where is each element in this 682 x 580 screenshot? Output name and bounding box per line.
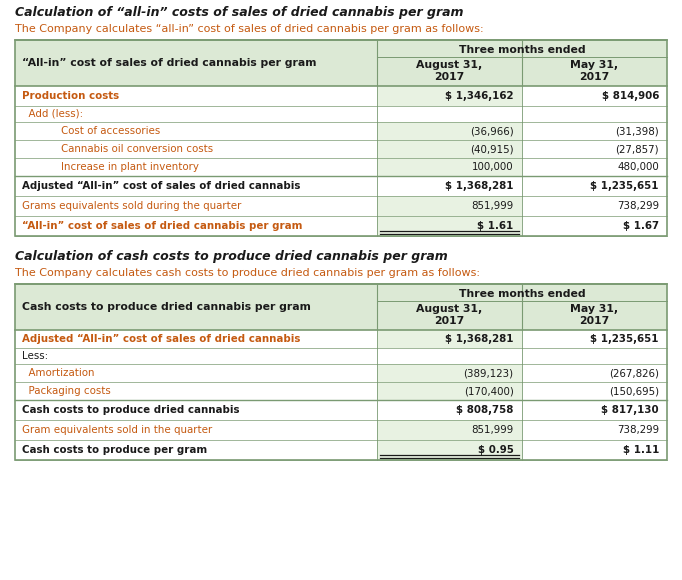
Text: (40,915): (40,915) — [470, 144, 514, 154]
Text: $ 808,758: $ 808,758 — [456, 405, 514, 415]
Bar — [15, 158, 667, 176]
Bar — [15, 284, 667, 460]
Bar — [377, 382, 522, 400]
Text: $ 1,346,162: $ 1,346,162 — [445, 91, 514, 101]
Text: (389,123): (389,123) — [464, 368, 514, 378]
Bar — [377, 216, 522, 236]
Bar — [15, 140, 667, 158]
Bar — [377, 196, 522, 216]
Bar — [15, 364, 667, 382]
Bar — [15, 176, 667, 196]
Bar — [377, 122, 522, 140]
Text: $ 1.61: $ 1.61 — [477, 221, 514, 231]
Text: The Company calculates “all-in” cost of sales of dried cannabis per gram as foll: The Company calculates “all-in” cost of … — [15, 24, 484, 34]
Text: “All-in” cost of sales of dried cannabis per gram: “All-in” cost of sales of dried cannabis… — [22, 58, 316, 68]
Text: $ 1,368,281: $ 1,368,281 — [445, 334, 514, 344]
Bar — [15, 348, 667, 364]
Bar — [15, 330, 667, 348]
Text: Calculation of “all-in” costs of sales of dried cannabis per gram: Calculation of “all-in” costs of sales o… — [15, 6, 464, 19]
Bar — [377, 158, 522, 176]
Bar — [377, 330, 522, 348]
Text: $ 1,235,651: $ 1,235,651 — [591, 181, 659, 191]
Text: 738,299: 738,299 — [617, 201, 659, 211]
Text: Three months ended: Three months ended — [458, 289, 585, 299]
Text: Amortization: Amortization — [22, 368, 95, 378]
Text: $ 1.67: $ 1.67 — [623, 221, 659, 231]
Bar — [377, 364, 522, 382]
Bar — [15, 400, 667, 420]
Text: $ 1,235,651: $ 1,235,651 — [591, 334, 659, 344]
Text: (170,400): (170,400) — [464, 386, 514, 396]
Text: May 31,
2017: May 31, 2017 — [570, 304, 619, 325]
Text: Three months ended: Three months ended — [458, 45, 585, 55]
Bar — [15, 196, 667, 216]
Bar — [377, 86, 522, 106]
Bar — [377, 140, 522, 158]
Text: Adjusted “All-in” cost of sales of dried cannabis: Adjusted “All-in” cost of sales of dried… — [22, 181, 300, 191]
Text: 100,000: 100,000 — [472, 162, 514, 172]
Text: May 31,
2017: May 31, 2017 — [570, 60, 619, 82]
Text: Gram equivalents sold in the quarter: Gram equivalents sold in the quarter — [22, 425, 212, 435]
Text: Cash costs to produce dried cannabis per gram: Cash costs to produce dried cannabis per… — [22, 302, 311, 312]
Bar — [15, 106, 667, 122]
Text: (31,398): (31,398) — [615, 126, 659, 136]
Text: 480,000: 480,000 — [617, 162, 659, 172]
Text: The Company calculates cash costs to produce dried cannabis per gram as follows:: The Company calculates cash costs to pro… — [15, 268, 480, 278]
Bar — [15, 40, 667, 236]
Text: (150,695): (150,695) — [609, 386, 659, 396]
Text: $ 817,130: $ 817,130 — [602, 405, 659, 415]
Text: Cash costs to produce per gram: Cash costs to produce per gram — [22, 445, 207, 455]
Text: 851,999: 851,999 — [471, 201, 514, 211]
Text: Add (less):: Add (less): — [22, 109, 83, 119]
Bar — [15, 216, 667, 236]
Bar — [377, 440, 522, 460]
Text: $ 0.95: $ 0.95 — [477, 445, 514, 455]
Text: (36,966): (36,966) — [470, 126, 514, 136]
Text: Cash costs to produce dried cannabis: Cash costs to produce dried cannabis — [22, 405, 239, 415]
Text: Production costs: Production costs — [22, 91, 119, 101]
Text: August 31,
2017: August 31, 2017 — [416, 304, 482, 325]
Text: $ 814,906: $ 814,906 — [602, 91, 659, 101]
Bar — [15, 382, 667, 400]
Text: 851,999: 851,999 — [471, 425, 514, 435]
Bar — [15, 284, 667, 330]
Text: (267,826): (267,826) — [609, 368, 659, 378]
Text: Adjusted “All-in” cost of sales of dried cannabis: Adjusted “All-in” cost of sales of dried… — [22, 334, 300, 344]
Text: Calculation of cash costs to produce dried cannabis per gram: Calculation of cash costs to produce dri… — [15, 250, 448, 263]
Text: “All-in” cost of sales of dried cannabis per gram: “All-in” cost of sales of dried cannabis… — [22, 221, 302, 231]
Bar — [15, 122, 667, 140]
Bar — [15, 440, 667, 460]
Text: August 31,
2017: August 31, 2017 — [416, 60, 482, 82]
Text: $ 1.11: $ 1.11 — [623, 445, 659, 455]
Text: 738,299: 738,299 — [617, 425, 659, 435]
Bar — [15, 86, 667, 106]
Text: Cannabis oil conversion costs: Cannabis oil conversion costs — [22, 144, 213, 154]
Text: Grams equivalents sold during the quarter: Grams equivalents sold during the quarte… — [22, 201, 241, 211]
Text: $ 1,368,281: $ 1,368,281 — [445, 181, 514, 191]
Text: Packaging costs: Packaging costs — [22, 386, 110, 396]
Text: Increase in plant inventory: Increase in plant inventory — [22, 162, 199, 172]
Bar — [377, 420, 522, 440]
Text: Cost of accessories: Cost of accessories — [22, 126, 160, 136]
Text: (27,857): (27,857) — [615, 144, 659, 154]
Text: Less:: Less: — [22, 351, 48, 361]
Bar — [15, 40, 667, 86]
Bar — [15, 420, 667, 440]
